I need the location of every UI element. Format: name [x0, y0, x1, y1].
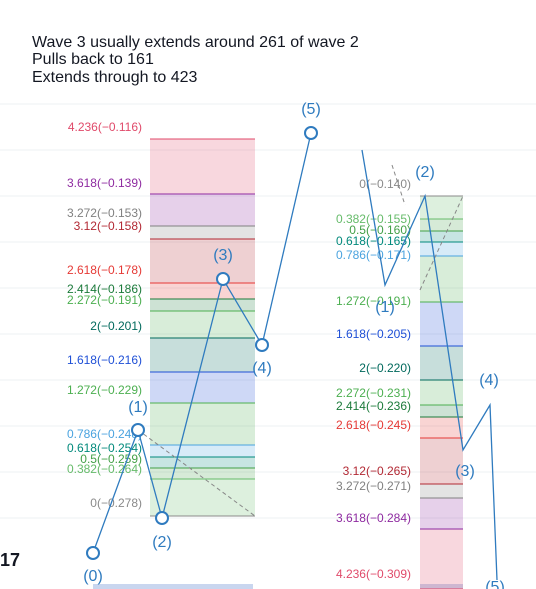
fib-level-label: 0.382(−0.264) — [67, 462, 142, 476]
fib-level-label: 3.618(−0.284) — [336, 511, 411, 525]
fib-level-label: 2.618(−0.178) — [67, 263, 142, 277]
wave-label: (5) — [301, 101, 321, 118]
fib-band — [150, 445, 255, 457]
wave-point — [155, 511, 169, 525]
fib-band — [150, 299, 255, 311]
fib-band — [150, 311, 255, 338]
trend-line — [391, 164, 406, 206]
fib-band — [420, 346, 463, 380]
time-scale-highlight — [420, 584, 463, 589]
fib-level-label: 0(−0.140) — [359, 177, 411, 191]
fib-level-label: 0.618(−0.254) — [67, 441, 142, 455]
fib-band — [150, 139, 255, 194]
fib-level-label: 2(−0.201) — [90, 319, 142, 333]
fib-band — [420, 196, 463, 219]
wave-label: (5) — [485, 579, 505, 589]
fib-level-label: 2.272(−0.231) — [336, 386, 411, 400]
fib-level-label: 2.272(−0.191) — [67, 293, 142, 307]
fib-band — [420, 484, 463, 498]
wave-label: (1) — [375, 299, 395, 316]
fib-band — [420, 380, 463, 405]
wave-point — [86, 546, 100, 560]
wave-label: (2) — [152, 534, 172, 551]
fib-level-label: 1.618(−0.216) — [67, 353, 142, 367]
fib-level-label: 4.236(−0.116) — [68, 120, 142, 134]
fib-level-label: 0.786(−0.248) — [67, 427, 142, 441]
wave-path — [92, 132, 312, 554]
fib-level-label: 2(−0.220) — [359, 361, 411, 375]
fib-level-label: 0.5(−0.160) — [349, 223, 411, 237]
fib-level-label: 0(−0.278) — [90, 496, 142, 510]
fib-level-label: 3.12(−0.158) — [74, 219, 142, 233]
fib-band — [420, 405, 463, 417]
wave-label: (3) — [455, 463, 475, 480]
wave-label: (4) — [252, 360, 272, 377]
fib-level-label: 2.414(−0.236) — [336, 399, 411, 413]
fib-band — [150, 479, 255, 516]
fib-level-label: 1.272(−0.191) — [336, 294, 411, 308]
fib-band — [150, 194, 255, 226]
fib-band — [420, 529, 463, 589]
fib-level-label: 0.618(−0.165) — [336, 234, 411, 248]
fib-band — [420, 219, 463, 231]
wave-label: (4) — [479, 372, 499, 389]
trend-line — [419, 195, 464, 291]
wave-point — [304, 126, 318, 140]
note-line: Pulls back to 161 — [32, 51, 154, 68]
wave-label: (3) — [213, 247, 233, 264]
wave-label: (2) — [415, 164, 435, 181]
time-scale-highlight — [93, 584, 253, 589]
fib-band — [150, 338, 255, 372]
fib-level-label: 2.414(−0.186) — [67, 282, 142, 296]
fib-band — [150, 226, 255, 239]
fib-band — [420, 256, 463, 302]
fib-band — [420, 438, 463, 484]
fib-band — [150, 403, 255, 445]
grid — [0, 103, 536, 519]
fib-band — [150, 239, 255, 283]
fib-level-label: 1.272(−0.229) — [67, 383, 142, 397]
wave-label: (1) — [128, 399, 148, 416]
trend-line — [137, 429, 256, 517]
fib-band — [150, 468, 255, 479]
fib-band — [420, 242, 463, 256]
wave-point — [131, 423, 145, 437]
wave-point — [255, 338, 269, 352]
fib-level-label: 3.618(−0.139) — [67, 176, 142, 190]
fib-level-label: 3.12(−0.265) — [343, 464, 411, 478]
fib-level-label: 2.618(−0.245) — [336, 418, 411, 432]
fib-level-label: 1.618(−0.205) — [336, 327, 411, 341]
wave-label: (0) — [83, 568, 103, 585]
logo: 17 — [0, 550, 20, 570]
fib-band — [420, 231, 463, 242]
note-line: Extends through to 423 — [32, 69, 198, 86]
note-line: Wave 3 usually extends around 261 of wav… — [32, 34, 359, 51]
tv-logo: 17 — [0, 550, 20, 570]
fib-band — [150, 457, 255, 468]
wave-point — [216, 272, 230, 286]
fib-band — [150, 372, 255, 403]
fib-level-label: 0.786(−0.171) — [336, 248, 411, 262]
fib-level-label: 3.272(−0.153) — [67, 206, 142, 220]
fib-band — [420, 498, 463, 529]
fib-level-label: 4.236(−0.309) — [336, 567, 411, 581]
fib-band — [150, 283, 255, 299]
wave-path — [361, 149, 498, 581]
fib-band — [420, 417, 463, 438]
fib-level-label: 3.272(−0.271) — [336, 479, 411, 493]
